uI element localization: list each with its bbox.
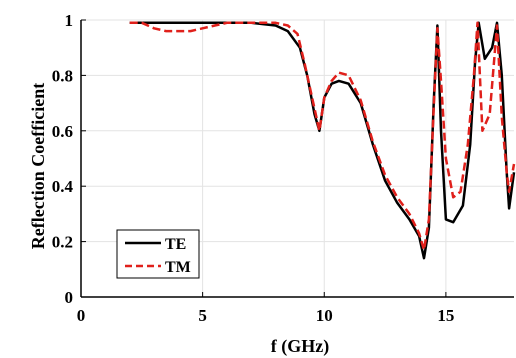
tick-labels: 0 5 10 15 0 0.2 0.4 0.6 0.8 1 (52, 11, 455, 325)
y-tick-label: 0.2 (52, 233, 73, 252)
y-axis-label: Reflection Coefficient (28, 83, 48, 249)
series-layer (129, 21, 516, 260)
legend-te-label: TE (165, 236, 186, 253)
legend-tm-label: TM (165, 259, 191, 276)
x-tick-label: 5 (198, 306, 207, 325)
x-tick-label: 0 (77, 306, 86, 325)
y-tick-label: 1 (65, 11, 74, 30)
y-tick-label: 0.4 (52, 177, 74, 196)
series-te-line (129, 21, 516, 260)
x-tick-label: 15 (437, 306, 454, 325)
legend-box (116, 229, 200, 279)
axes (80, 19, 514, 298)
legend: TE TM (116, 229, 200, 279)
series-tm-line (129, 21, 516, 252)
x-tick-label: 10 (316, 306, 333, 325)
y-tick-label: 0.6 (52, 122, 73, 141)
x-axis-label: f (GHz) (271, 336, 329, 357)
grid-lines (80, 19, 514, 298)
y-tick-label: 0.8 (52, 66, 73, 85)
y-tick-label: 0 (65, 288, 74, 307)
